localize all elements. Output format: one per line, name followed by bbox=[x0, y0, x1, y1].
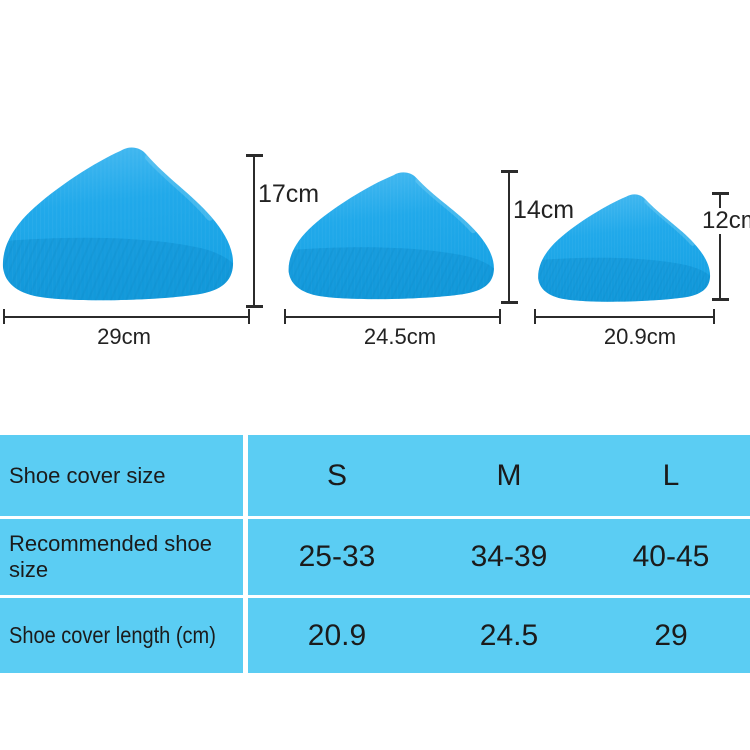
cell-length-l: 29 bbox=[592, 598, 750, 673]
table-row-recommended: Recommended shoe size 25-33 34-39 40-45 bbox=[0, 519, 750, 595]
width-dim-line-small bbox=[534, 316, 715, 318]
width-label-medium: 24.5cm bbox=[363, 324, 437, 349]
width-dim-tick-right-small bbox=[713, 309, 715, 324]
row-divider bbox=[0, 516, 750, 519]
row-divider bbox=[0, 595, 750, 598]
cell-size-m: M bbox=[426, 435, 592, 516]
table-row-size: Shoe cover size S M L bbox=[0, 435, 750, 516]
height-dim-cap-bottom-large bbox=[246, 305, 263, 308]
height-dim-line-large bbox=[253, 155, 255, 307]
width-dim-line-large bbox=[3, 316, 250, 318]
height-dim-cap-bottom-medium bbox=[501, 301, 518, 304]
column-divider bbox=[243, 598, 248, 673]
height-dim-line-small bbox=[719, 193, 721, 300]
table-row-length: Shoe cover length (cm) 20.9 24.5 29 bbox=[0, 598, 750, 673]
cell-recommended-s: 25-33 bbox=[248, 519, 426, 595]
cell-size-l: L bbox=[592, 435, 750, 516]
width-dim-line-medium bbox=[284, 316, 501, 318]
column-divider bbox=[243, 435, 248, 516]
cell-size-s: S bbox=[248, 435, 426, 516]
shoe-cover-large-illustration bbox=[0, 147, 241, 305]
height-dim-cap-bottom-small bbox=[712, 298, 729, 301]
row-header-recommended-shoe-size: Recommended shoe size bbox=[0, 519, 243, 595]
width-label-small: 20.9cm bbox=[603, 324, 677, 349]
cell-length-m: 24.5 bbox=[426, 598, 592, 673]
height-dim-line-medium bbox=[508, 171, 510, 303]
height-label-medium: 14cm bbox=[513, 196, 575, 224]
width-label-large: 29cm bbox=[97, 324, 151, 349]
row-header-text: Shoe cover length (cm) bbox=[9, 622, 216, 648]
size-table: Shoe cover size S M L Recommended shoe s… bbox=[0, 435, 750, 673]
row-header-text: Shoe cover size bbox=[9, 462, 166, 488]
column-divider bbox=[243, 519, 248, 595]
width-dim-tick-right-medium bbox=[499, 309, 501, 324]
row-header-shoe-cover-length: Shoe cover length (cm) bbox=[0, 598, 243, 673]
row-header-text: Recommended shoe size bbox=[9, 531, 213, 582]
height-label-small: 12cm bbox=[700, 208, 750, 234]
width-dim-tick-right-large bbox=[248, 309, 250, 324]
cell-recommended-l: 40-45 bbox=[592, 519, 750, 595]
row-header-shoe-cover-size: Shoe cover size bbox=[0, 435, 243, 516]
height-label-large: 17cm bbox=[258, 180, 320, 208]
cell-recommended-m: 34-39 bbox=[426, 519, 592, 595]
cell-length-s: 20.9 bbox=[248, 598, 426, 673]
